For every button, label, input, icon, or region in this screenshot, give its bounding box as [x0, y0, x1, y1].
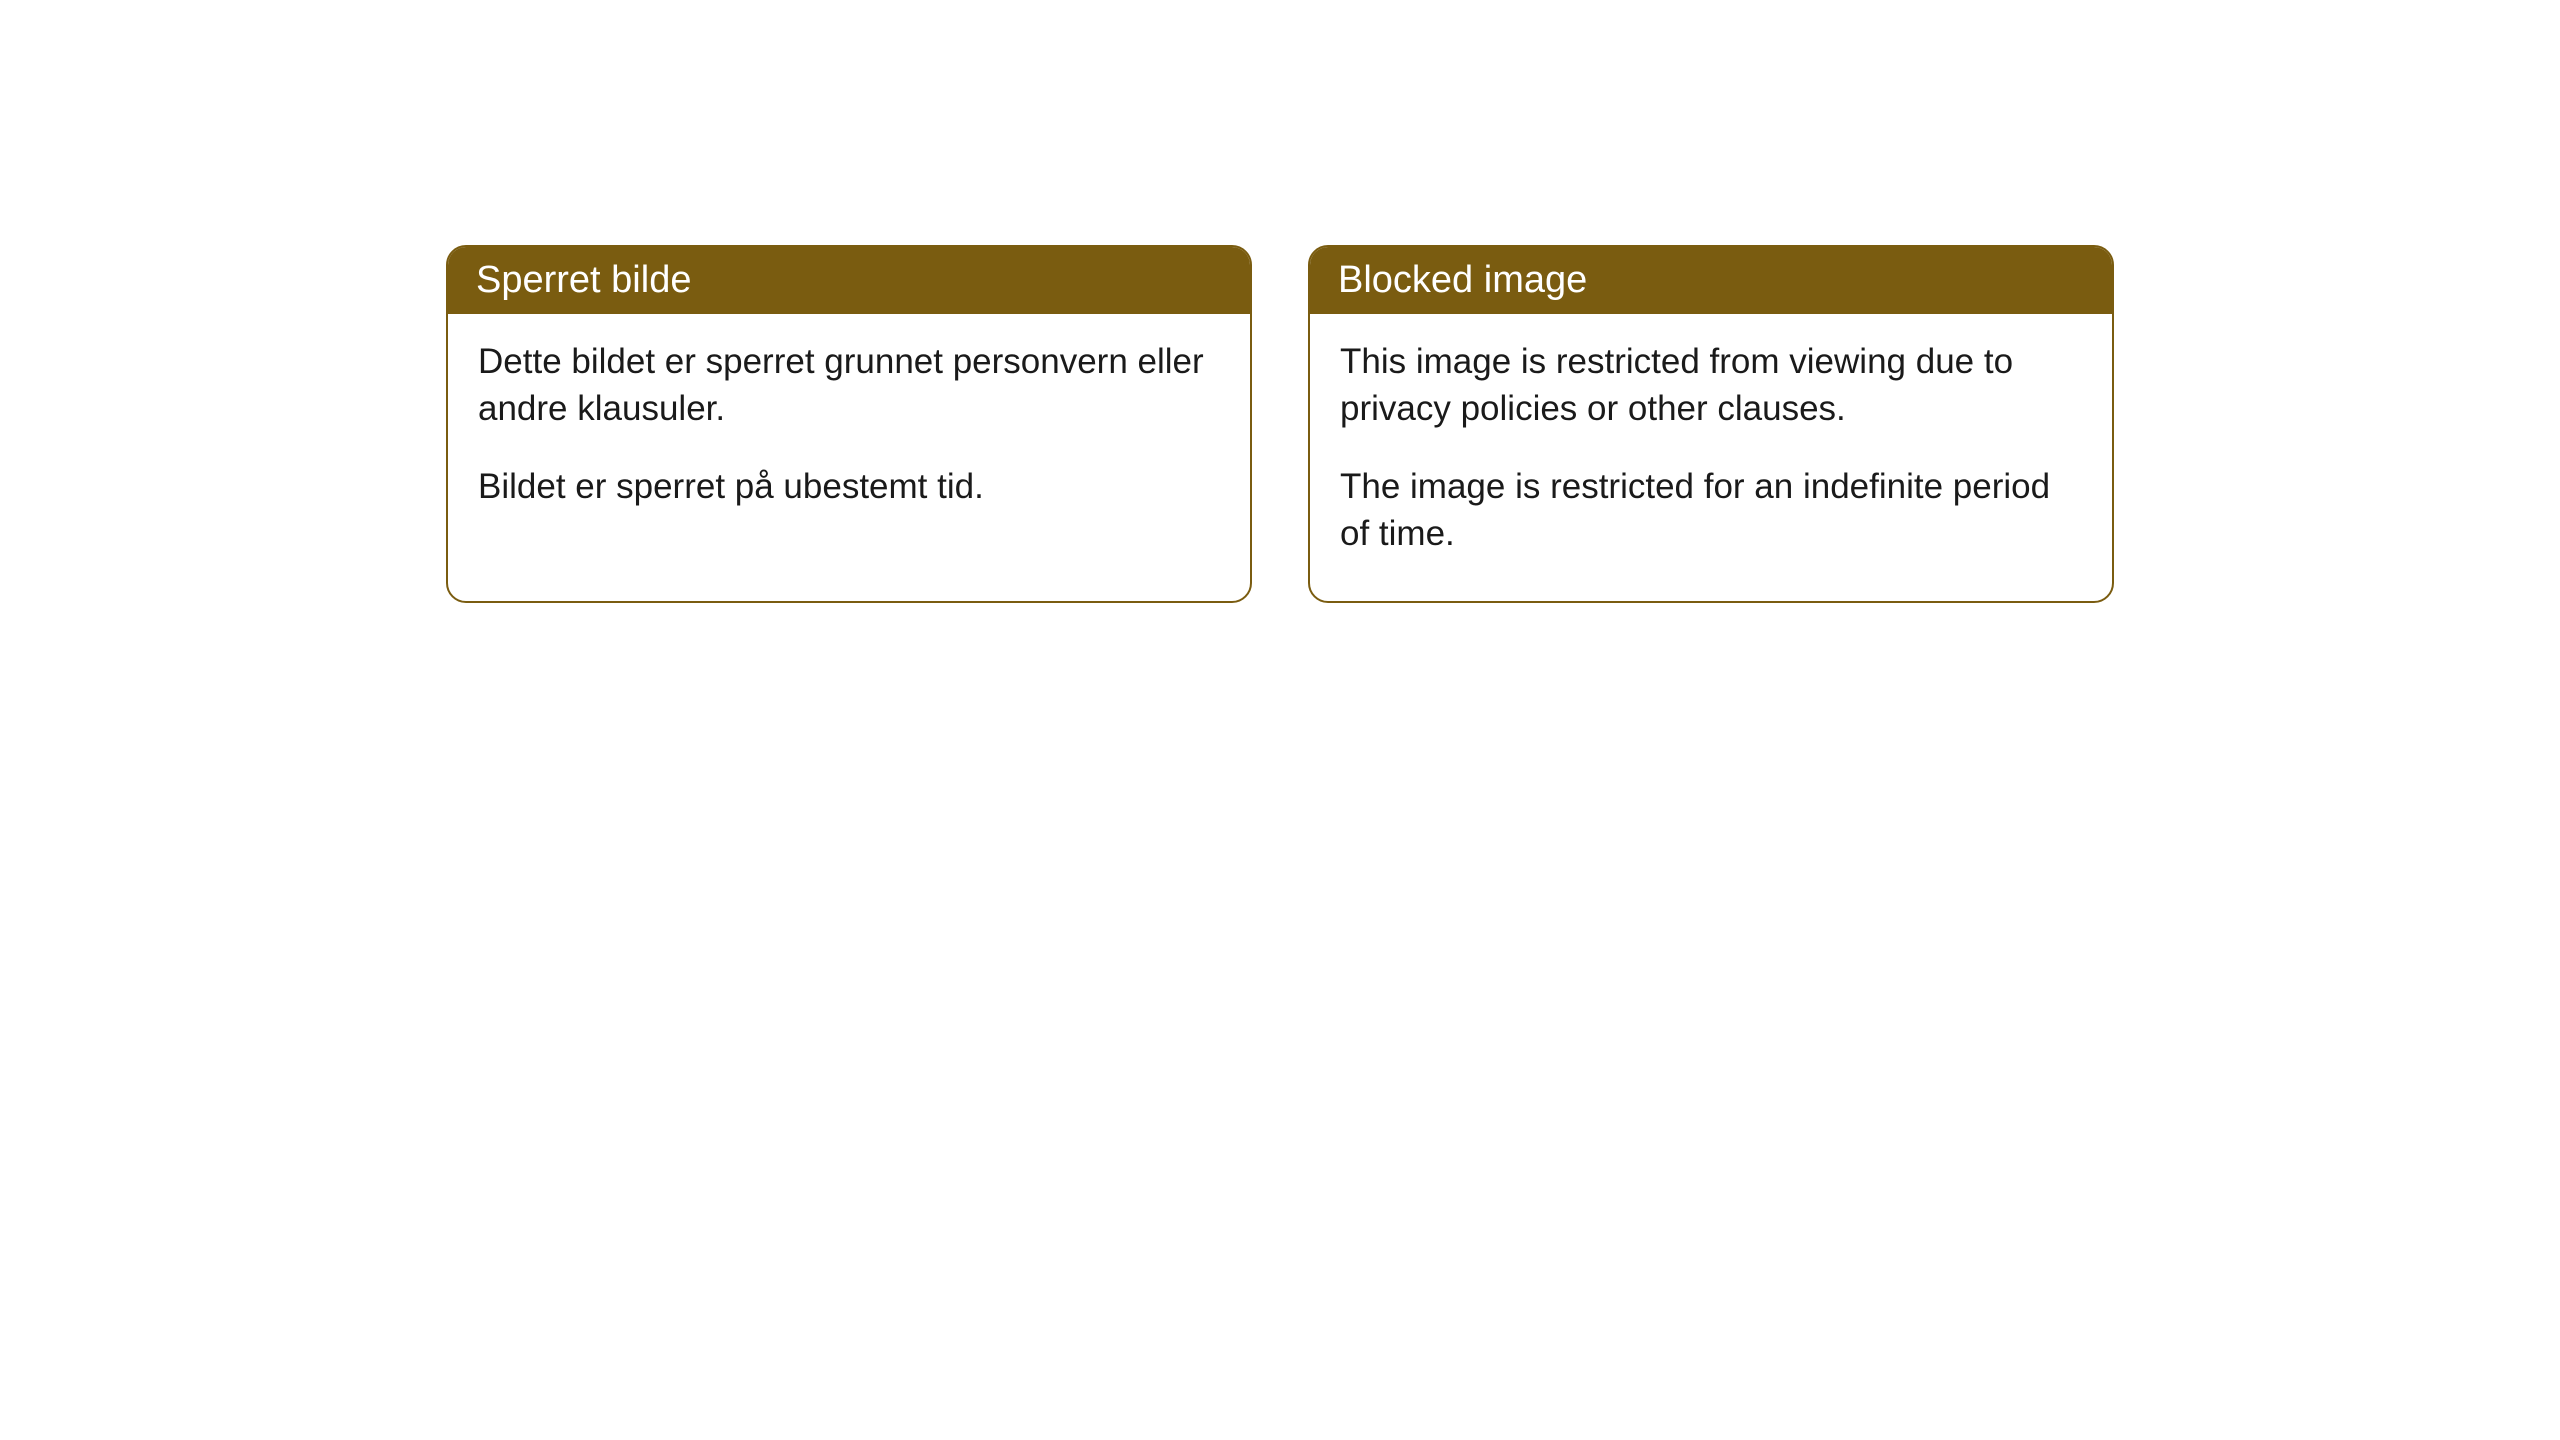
cards-container: Sperret bilde Dette bildet er sperret gr… — [446, 245, 2114, 603]
card-header-norwegian: Sperret bilde — [448, 247, 1250, 314]
card-paragraph: This image is restricted from viewing du… — [1340, 338, 2082, 433]
card-paragraph: Dette bildet er sperret grunnet personve… — [478, 338, 1220, 433]
card-body-english: This image is restricted from viewing du… — [1310, 314, 2112, 601]
card-paragraph: Bildet er sperret på ubestemt tid. — [478, 463, 1220, 510]
card-paragraph: The image is restricted for an indefinit… — [1340, 463, 2082, 558]
card-english: Blocked image This image is restricted f… — [1308, 245, 2114, 603]
card-header-english: Blocked image — [1310, 247, 2112, 314]
card-body-norwegian: Dette bildet er sperret grunnet personve… — [448, 314, 1250, 554]
card-norwegian: Sperret bilde Dette bildet er sperret gr… — [446, 245, 1252, 603]
